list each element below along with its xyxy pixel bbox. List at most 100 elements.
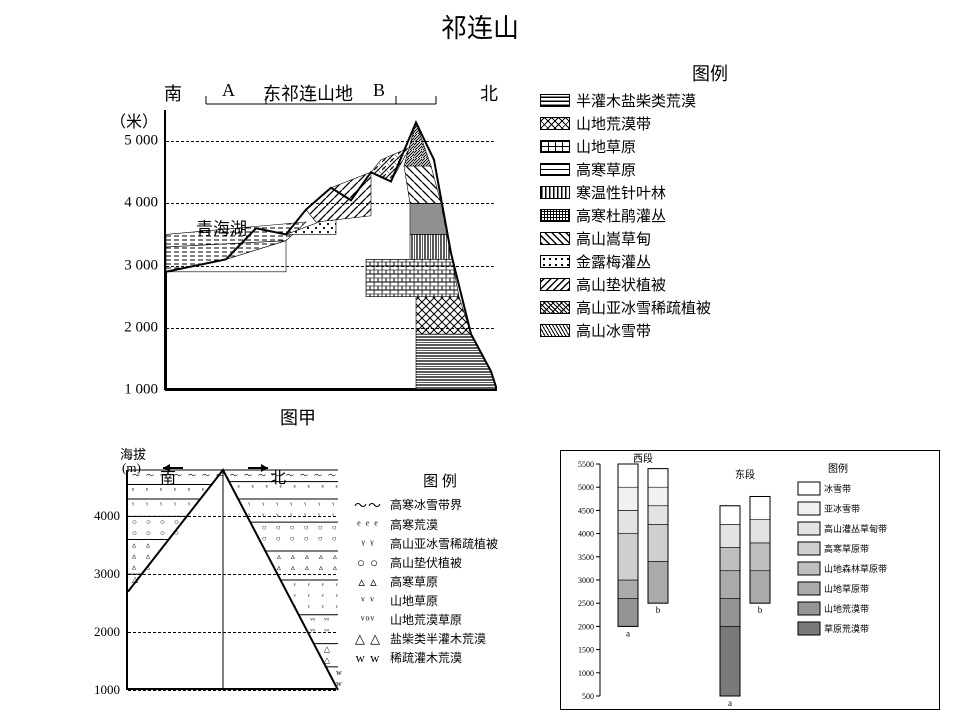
svg-text:○: ○ [262, 534, 267, 543]
svg-text:～: ～ [244, 471, 252, 480]
svg-text:▵: ▵ [132, 540, 136, 549]
svg-text:山地草原带: 山地草原带 [824, 583, 869, 594]
svg-text:草原荒漠带: 草原荒漠带 [824, 623, 869, 634]
svg-text:ᵞ: ᵞ [262, 500, 265, 509]
svg-text:2000: 2000 [578, 622, 594, 631]
svg-text:○: ○ [132, 528, 137, 537]
legend-b: 图 例 ～～高寒冰雪带界ᵉ ᵉ ᵉ高寒荒漠ᵞ ᵞ高山亚冰雪稀疏植被○ ○高山垫伏… [350, 470, 530, 668]
legend-a-label: 山地荒漠带 [576, 113, 651, 134]
dir-north-b: 北 [270, 464, 286, 488]
svg-text:ᵛ: ᵛ [293, 592, 297, 601]
svg-text:ᵛ: ᵛ [321, 592, 325, 601]
svg-text:ᵉ: ᵉ [294, 483, 296, 492]
legend-b-title: 图 例 [350, 470, 530, 491]
svg-text:▵: ▵ [319, 552, 323, 561]
svg-text:ᵞ: ᵞ [318, 500, 321, 509]
svg-text:▵: ▵ [132, 551, 136, 560]
legend-b-row: ▵ ▵高寒草原 [350, 573, 530, 590]
svg-text:3500: 3500 [578, 553, 594, 562]
legend-a-row: 高山亚冰雪稀疏植被 [540, 297, 880, 318]
svg-text:▵: ▵ [305, 552, 309, 561]
svg-text:1000: 1000 [578, 669, 594, 678]
caption-jia: 图甲 [88, 404, 508, 430]
svg-text:500: 500 [582, 692, 594, 701]
svg-text:○: ○ [132, 517, 137, 526]
svg-text:○: ○ [290, 523, 295, 532]
svg-text:～: ～ [202, 471, 210, 480]
svg-text:ᵉ: ᵉ [336, 483, 338, 492]
svg-text:▵: ▵ [319, 563, 323, 572]
svg-text:ᵉ: ᵉ [252, 483, 254, 492]
svg-text:○: ○ [304, 523, 309, 532]
legend-a-label: 半灌木盐柴类荒漠 [576, 90, 696, 111]
svg-text:○: ○ [332, 523, 337, 532]
region-label: 东祁连山地 [263, 80, 353, 106]
svg-text:亚冰雪带: 亚冰雪带 [824, 503, 860, 514]
legend-b-row: ᴡ ᴡ稀疏灌木荒漠 [350, 649, 530, 666]
svg-text:ᵞ: ᵞ [248, 500, 251, 509]
svg-text:▵: ▵ [291, 552, 295, 561]
legend-a-label: 高山垫状植被 [576, 274, 666, 295]
svg-text:b: b [758, 605, 763, 615]
svg-text:西段: 西段 [633, 452, 653, 465]
svg-text:ᵉ: ᵉ [132, 485, 134, 494]
mountain-svg-a: 青海湖 [166, 110, 496, 390]
svg-text:ᵛ: ᵛ [321, 581, 325, 590]
svg-text:ᴡ: ᴡ [336, 668, 342, 677]
svg-text:▵: ▵ [132, 562, 136, 571]
dir-north: 北 [480, 80, 498, 106]
legend-a-label: 高寒草原 [576, 159, 636, 180]
svg-text:○: ○ [304, 534, 309, 543]
legend-b-row: ᵛ ᵛ山地草原 [350, 592, 530, 609]
svg-text:○: ○ [160, 517, 165, 526]
svg-text:ᵛ: ᵛ [307, 592, 311, 601]
svg-text:b: b [656, 605, 661, 615]
svg-text:ᵞ: ᵞ [188, 500, 191, 509]
legend-b-row: △ △盐柴类半灌木荒漠 [350, 630, 530, 647]
svg-text:▵: ▵ [146, 551, 150, 560]
svg-text:ᵉ: ᵉ [308, 483, 310, 492]
svg-text:○: ○ [160, 528, 165, 537]
legend-a-row: 寒温性针叶林 [540, 182, 880, 203]
svg-text:○: ○ [276, 534, 281, 543]
svg-text:ᵉ: ᵉ [188, 485, 190, 494]
svg-text:○: ○ [146, 517, 151, 526]
svg-text:○: ○ [290, 534, 295, 543]
legend-a-label: 山地草原 [576, 136, 636, 157]
svg-text:～: ～ [146, 471, 154, 480]
svg-text:ᵛᵒ: ᵛᵒ [309, 616, 315, 625]
svg-text:ᵞ: ᵞ [132, 500, 135, 509]
legend-a-label: 高寒杜鹃灌丛 [576, 205, 666, 226]
chart-area-b: △▵▵▵▵▵▵○○○○○○○○ᵞᵞᵞᵞᵞᵉᵉᵉᵉᵉᵉ～～～～～～～ᴡᴡ△△ᵛᵒᵛ… [126, 470, 336, 690]
legend-a-row: 高山垫状植被 [540, 274, 880, 295]
svg-text:a: a [626, 628, 630, 638]
svg-text:○: ○ [262, 523, 267, 532]
legend-a-label: 高山嵩草甸 [576, 228, 651, 249]
svg-text:高寒草原带: 高寒草原带 [824, 543, 869, 554]
legend-a-label: 寒温性针叶林 [576, 182, 666, 203]
legend-a-label: 高山冰雪带 [576, 320, 651, 341]
svg-text:▵: ▵ [333, 563, 337, 572]
legend-a-label: 高山亚冰雪稀疏植被 [576, 297, 711, 318]
svg-text:▵: ▵ [277, 563, 281, 572]
legend-a-row: 高山冰雪带 [540, 320, 880, 341]
svg-text:○: ○ [318, 523, 323, 532]
y-unit-a: （米） [110, 108, 158, 132]
dir-south: 南 [164, 80, 182, 106]
legend-a-row: 金露梅灌丛 [540, 251, 880, 272]
legend-a-row: 高寒杜鹃灌丛 [540, 205, 880, 226]
legend-b-row: ᵞ ᵞ高山亚冰雪稀疏植被 [350, 535, 530, 552]
columns-svg-c: 5001000150020002500300035004000450050005… [560, 450, 940, 710]
mountain-svg-b: △▵▵▵▵▵▵○○○○○○○○ᵞᵞᵞᵞᵞᵉᵉᵉᵉᵉᵉ～～～～～～～ᴡᴡ△△ᵛᵒᵛ… [128, 470, 338, 690]
svg-text:ᵉ: ᵉ [266, 483, 268, 492]
svg-text:1500: 1500 [578, 646, 594, 655]
svg-text:高山灌丛草甸带: 高山灌丛草甸带 [824, 523, 887, 534]
legend-b-row: ○ ○高山垫伏植被 [350, 554, 530, 571]
page-title: 祁连山 [0, 0, 960, 45]
svg-text:ᵉ: ᵉ [238, 483, 240, 492]
svg-text:▵: ▵ [277, 552, 281, 561]
legend-a-row: 高山嵩草甸 [540, 228, 880, 249]
dir-south-b: 南 [160, 464, 176, 488]
svg-text:ᵞ: ᵞ [332, 500, 335, 509]
svg-text:～: ～ [258, 471, 266, 480]
